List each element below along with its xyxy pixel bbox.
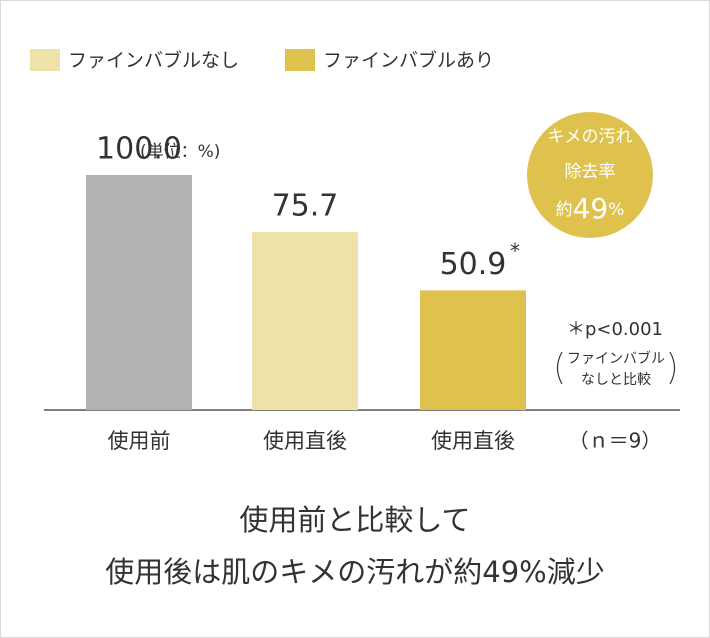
category-label: 使用直後 [263, 429, 347, 453]
category-label: 使用直後 [431, 429, 515, 453]
badge-number: 49 [573, 192, 609, 225]
badge-suffix: % [608, 200, 624, 220]
badge-text: キメの汚れ [548, 127, 633, 147]
category-label: 使用前 [108, 429, 171, 453]
paren [556, 351, 563, 385]
bar [86, 175, 192, 410]
value-label: 75.7 [272, 189, 339, 224]
badge-prefix: 約 [556, 200, 573, 220]
legend-swatch [285, 49, 315, 71]
unit-label: (単位：%) [140, 142, 220, 162]
value-label: 100.0 [96, 132, 182, 167]
value-label: 50.9 [440, 247, 507, 282]
caption: 使用前と比較して [239, 503, 470, 537]
legend-swatch [30, 49, 60, 71]
note-detail: ファインバブル [567, 350, 665, 367]
caption: 使用後は肌のキメの汚れが約49%減少 [105, 555, 604, 589]
badge [527, 112, 653, 238]
note: ＊p<0.001 [567, 319, 663, 340]
legend-label: ファインバブルあり [323, 49, 494, 72]
bar [252, 232, 358, 410]
bar [420, 290, 526, 410]
badge-text: 除去率 [565, 162, 616, 182]
significance-mark: * [510, 239, 520, 263]
sample-size: （ｎ＝9） [569, 429, 662, 453]
legend-label: ファインバブルなし [68, 49, 239, 72]
badge-value: 約49% [556, 192, 625, 225]
note-detail: なしと比較 [581, 372, 651, 388]
paren [669, 351, 676, 385]
